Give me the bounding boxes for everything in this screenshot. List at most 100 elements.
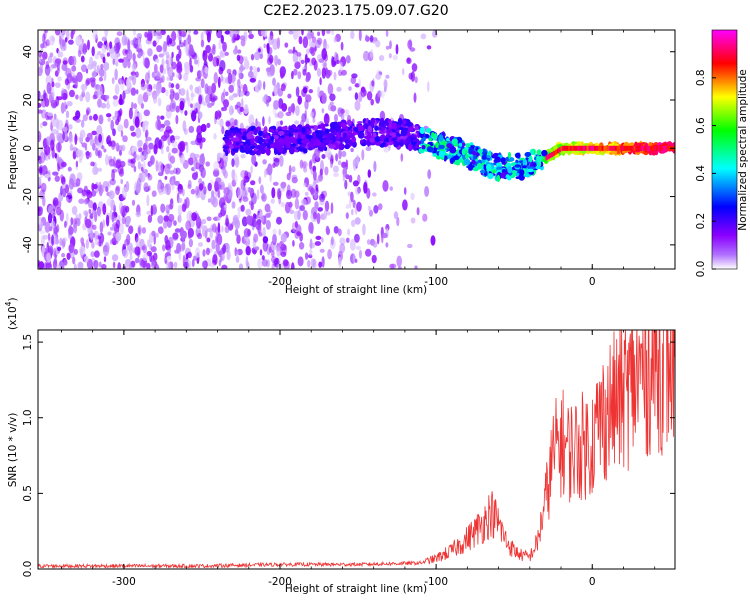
x-tick-label: 0	[589, 276, 596, 288]
spectrogram-noise-cell	[126, 77, 131, 89]
spectrogram-noise-cell	[166, 34, 171, 46]
colorbar-tick-label: 0.0	[695, 261, 707, 278]
spectrogram-noise-cell	[51, 81, 55, 88]
spectrogram-noise-cell	[188, 47, 195, 56]
spectrogram-ridge-cell	[224, 129, 230, 137]
spectrogram-noise-cell	[71, 205, 78, 215]
spectrogram-noise-cell	[138, 147, 143, 153]
spectrogram-ridge-core	[607, 145, 610, 151]
spectrogram-ridge-cell	[446, 137, 450, 142]
spectrogram-ridge-core	[656, 145, 659, 151]
spectrogram-noise-cell	[375, 39, 381, 48]
spectrogram-noise-cell	[236, 187, 241, 197]
spectrogram-noise-cell	[90, 230, 94, 241]
spectrogram-ridge-cell	[328, 128, 335, 133]
spectrogram-noise-cell	[346, 237, 350, 243]
spectrogram-noise-cell	[98, 184, 105, 194]
spectrogram-noise-cell	[94, 233, 98, 246]
spectrogram-noise-cell	[148, 142, 154, 150]
spectrogram-noise-cell	[345, 159, 348, 170]
spectrogram-noise-cell	[62, 237, 68, 242]
spectrogram-noise-cell	[128, 246, 133, 256]
spectrogram-ridge-cell	[286, 142, 291, 147]
spectrogram-noise-cell	[308, 89, 313, 94]
spectrogram-noise-cell	[224, 91, 229, 97]
spectrogram-noise-cell	[165, 89, 169, 97]
spectrogram-noise-cell	[81, 38, 84, 44]
spectrogram-noise-cell	[46, 82, 52, 95]
spectrogram-noise-cell	[38, 155, 41, 160]
spectrogram-noise-cell	[365, 34, 368, 42]
spectrogram-noise-cell	[117, 164, 124, 175]
spectrogram-noise-cell	[57, 246, 62, 251]
spectrogram-noise-cell	[147, 174, 153, 181]
spectrogram-noise-cell	[159, 64, 164, 74]
colorbar-axis: 0.0 0.2 0.4 0.6 0.8	[695, 69, 716, 277]
spectrogram-noise-cell	[266, 68, 272, 76]
spectrogram-noise-cell	[280, 120, 283, 125]
spectrogram-noise-cell	[56, 264, 61, 269]
spectrogram-noise-cell	[104, 95, 110, 100]
spectrogram-ridge-cell	[453, 139, 457, 144]
spectrogram-noise-cell	[109, 178, 116, 186]
spectrogram-noise-cell	[345, 204, 350, 210]
spectrogram-noise-cell	[140, 167, 144, 172]
spectrogram-noise-cell	[156, 31, 162, 36]
spectrogram-ridge-cell	[486, 157, 491, 161]
spectrogram-ridge-cell	[229, 145, 234, 150]
spectrogram-noise-cell	[182, 120, 187, 132]
spectrogram-ridge-cell	[422, 136, 426, 142]
spectrogram-noise-cell	[76, 71, 83, 83]
spectrogram-noise-cell	[221, 168, 227, 175]
spectrogram-noise-cell	[174, 167, 181, 175]
spectrogram-ridge-core	[657, 145, 661, 151]
spectrogram-noise-cell	[48, 205, 54, 216]
spectrogram-ridge-cell	[514, 164, 521, 168]
spectrogram-noise-cell	[47, 112, 53, 117]
spectrogram-noise-cell	[75, 77, 78, 89]
spectrogram-noise-cell	[167, 248, 172, 253]
spectrogram-noise-cell	[98, 68, 105, 77]
spectrogram-noise-cell	[273, 54, 279, 66]
spectrogram-noise-cell	[42, 195, 46, 207]
spectrogram-noise-cell	[129, 125, 135, 132]
spectrogram-noise-cell	[136, 33, 142, 40]
spectrogram-noise-cell	[60, 90, 64, 98]
spectrogram-noise-cell	[65, 184, 70, 194]
spectrogram-noise-cell	[155, 83, 163, 94]
spectrogram-ridge-core	[652, 145, 655, 151]
spectrogram-noise-cell	[249, 65, 253, 72]
spectrogram-noise-cell	[133, 103, 137, 109]
spectrogram-noise-cell	[262, 236, 269, 244]
spectrogram-noise-cell	[78, 149, 84, 161]
spectrogram-noise-cell	[170, 198, 174, 205]
spectrogram-noise-cell	[139, 258, 144, 266]
spectrogram-ridge-cell	[338, 129, 342, 134]
spectrogram-noise-cell	[69, 89, 75, 98]
spectrogram-ridge-cell	[250, 137, 255, 145]
spectrogram-ridge-cell	[358, 124, 364, 133]
spectrogram-noise-cell	[323, 43, 330, 50]
spectrogram-noise-cell	[57, 164, 60, 172]
spectrogram-noise-cell	[90, 63, 97, 69]
spectrogram-noise-cell	[98, 133, 102, 143]
colorbar-tick-label: 0.8	[695, 69, 707, 86]
spectrogram-noise-cell	[248, 33, 254, 39]
spectrogram-noise-cell	[152, 40, 157, 47]
spectrogram-noise-cell	[309, 238, 313, 250]
spectrogram-noise-cell	[81, 119, 85, 128]
spectrogram-noise-cell	[278, 229, 282, 236]
spectrogram-noise-cell	[76, 149, 82, 158]
spectrogram-ridge-cell	[472, 155, 478, 160]
spectrogram-noise-cell	[178, 73, 182, 80]
spectrogram-noise-cell	[134, 257, 140, 264]
spectrogram-noise-cell	[104, 30, 109, 38]
spectrogram-noise-cell	[295, 86, 300, 98]
spectrogram-noise-cell	[52, 171, 59, 176]
spectrogram-noise-cell	[327, 249, 332, 260]
spectrogram-noise-cell	[315, 184, 319, 192]
spectrogram-noise-cell	[189, 84, 193, 91]
spectrogram-noise-cell	[396, 216, 400, 227]
spectrogram-noise-cell	[253, 69, 258, 78]
spectrogram-ridge-cell	[493, 159, 500, 163]
